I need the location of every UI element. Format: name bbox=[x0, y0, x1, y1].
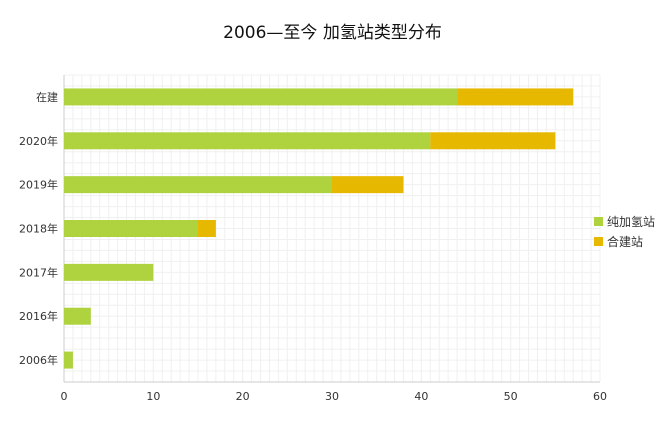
legend-label: 合建站 bbox=[607, 234, 643, 249]
y-tick-label: 2019年 bbox=[19, 178, 58, 192]
y-tick-labels: 在建 2020年 2019年 2018年 2017年 2016年 2006年 bbox=[19, 90, 58, 367]
bar-pure-6 bbox=[64, 351, 73, 369]
bar-combined-2 bbox=[332, 176, 404, 194]
x-tick-label: 40 bbox=[414, 390, 428, 403]
x-tick-label: 50 bbox=[504, 390, 518, 403]
bar-pure-2 bbox=[64, 176, 332, 194]
x-tick-label: 60 bbox=[593, 390, 607, 403]
bar-combined-0 bbox=[457, 88, 574, 106]
x-tick-label: 10 bbox=[146, 390, 160, 403]
y-tick-label: 2018年 bbox=[19, 222, 58, 236]
x-tick-label: 0 bbox=[61, 390, 68, 403]
x-tick-label: 30 bbox=[325, 390, 339, 403]
bar-pure-1 bbox=[64, 132, 431, 150]
legend-swatch bbox=[594, 217, 603, 226]
bar-combined-1 bbox=[430, 132, 556, 150]
chart-title: 2006—至今 加氢站类型分布 bbox=[223, 23, 442, 43]
x-tick-labels: 0 10 20 30 40 50 60 bbox=[61, 390, 608, 403]
bars-layer bbox=[64, 88, 574, 369]
x-tick-label: 20 bbox=[236, 390, 250, 403]
legend-swatch bbox=[594, 237, 603, 246]
bar-pure-0 bbox=[64, 88, 458, 106]
bar-pure-5 bbox=[64, 307, 91, 325]
bar-combined-3 bbox=[198, 220, 216, 237]
y-tick-label: 2006年 bbox=[19, 353, 58, 367]
bar-pure-4 bbox=[64, 263, 154, 281]
y-tick-label: 2016年 bbox=[19, 309, 58, 323]
legend-label: 纯加氢站 bbox=[607, 214, 655, 229]
y-tick-label: 2020年 bbox=[19, 134, 58, 148]
y-tick-label: 2017年 bbox=[19, 265, 58, 279]
bar-pure-3 bbox=[64, 220, 198, 237]
y-tick-label: 在建 bbox=[36, 90, 58, 104]
